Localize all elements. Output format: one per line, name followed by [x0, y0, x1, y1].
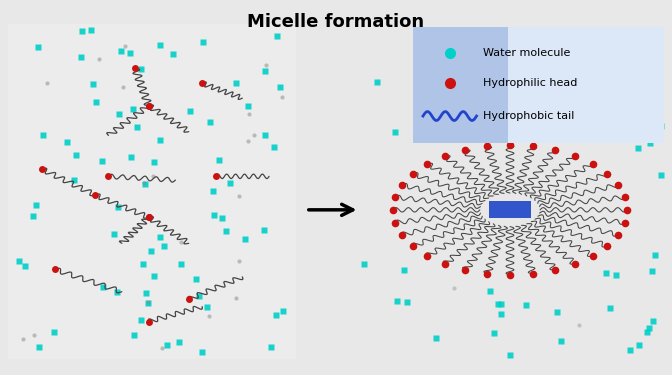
Bar [8, 24, 296, 359]
Bar [489, 201, 532, 218]
Text: Hydrophobic tail: Hydrophobic tail [483, 111, 575, 121]
Bar [508, 27, 664, 143]
Text: Hydrophilic head: Hydrophilic head [483, 78, 578, 87]
Text: Water molecule: Water molecule [483, 48, 571, 58]
Bar [413, 27, 508, 143]
Text: Micelle formation: Micelle formation [247, 12, 425, 30]
